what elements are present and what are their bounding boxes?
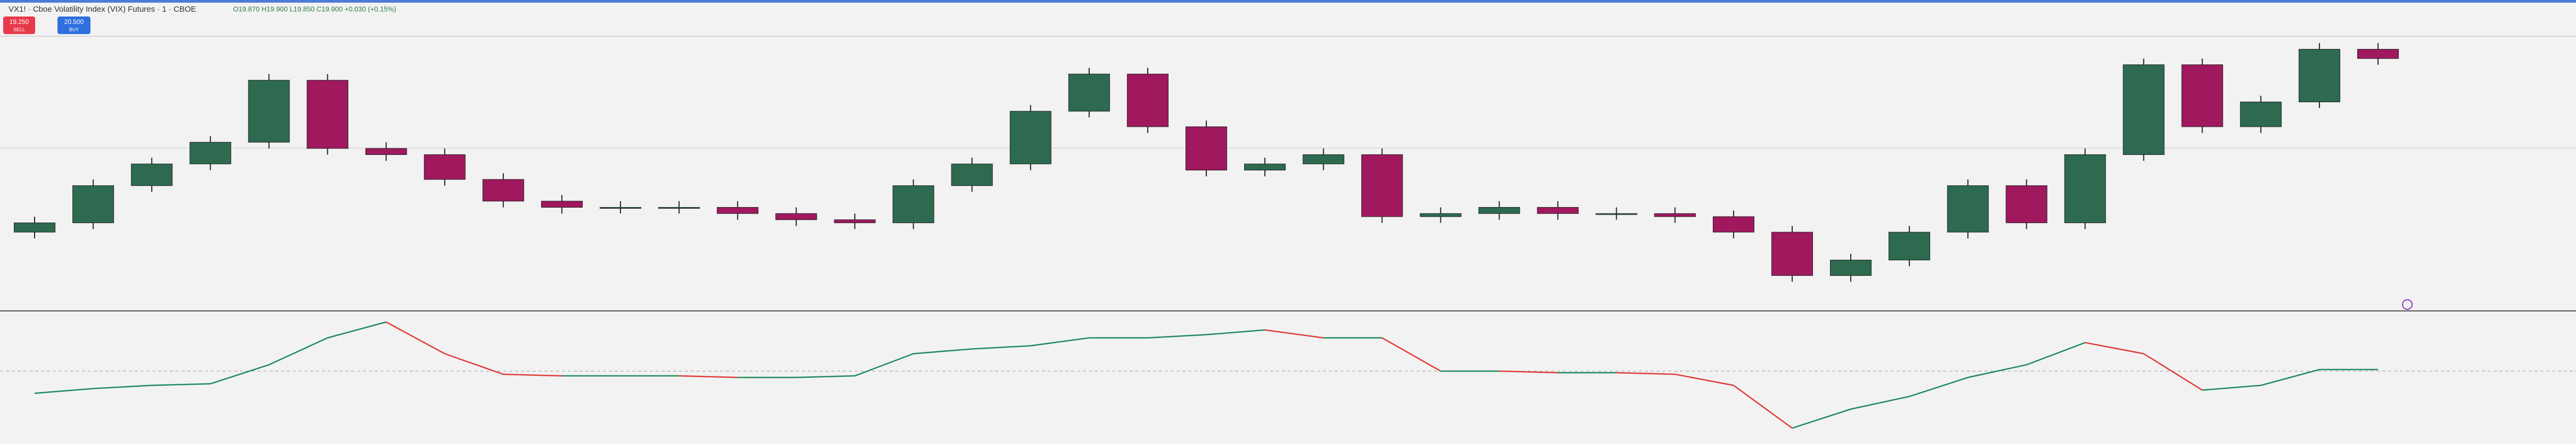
symbol-title: VX1! · Cboe Volatility Index (VIX) Futur…	[9, 5, 196, 14]
buy-label[interactable]: BUY	[69, 27, 79, 32]
indicator-segment	[2026, 342, 2085, 366]
sell-label[interactable]: SELL	[13, 27, 25, 32]
candle-body	[1771, 232, 1813, 276]
candle-body	[1595, 213, 1637, 215]
candle-body	[1068, 73, 1110, 112]
indicator-segment	[268, 337, 328, 366]
indicator-segment	[1675, 373, 1734, 387]
indicator-segment	[327, 321, 386, 339]
candle-body	[1830, 259, 1872, 276]
event-icon[interactable]	[2402, 299, 2413, 310]
ohlc-readout: O19.870 H19.900 L19.850 C19.900 +0.030 (…	[233, 5, 396, 13]
indicator-segment	[796, 375, 855, 379]
buy-button[interactable]: 20.500 BUY	[57, 17, 90, 34]
candle-body	[1478, 207, 1520, 214]
candle-body	[1888, 232, 1931, 260]
indicator-segment	[1850, 396, 1910, 410]
candle-body	[2064, 154, 2106, 224]
indicator-segment	[503, 373, 562, 377]
indicator-segment	[1499, 370, 1558, 374]
sell-bg[interactable]	[3, 17, 35, 34]
candle-body	[951, 163, 993, 186]
top-border	[0, 0, 2576, 3]
indicator-segment	[386, 321, 445, 355]
candle-body	[1127, 73, 1169, 127]
indicator-segment	[444, 353, 504, 375]
indicator-segment	[93, 384, 152, 390]
indicator-segment	[972, 345, 1031, 350]
indicator-segment	[1147, 334, 1207, 339]
indicator-segment	[1733, 384, 1793, 429]
indicator-segment	[34, 388, 94, 394]
candle-body	[14, 223, 56, 233]
indicator-segment	[2260, 368, 2320, 387]
candle-body	[2240, 101, 2282, 127]
candle-body	[1185, 126, 1228, 171]
candle-body	[1303, 154, 1345, 165]
candle-body	[1420, 213, 1462, 217]
candle-body	[1537, 207, 1579, 214]
candle-body	[658, 207, 700, 209]
candle-body	[1244, 163, 1286, 171]
candle-body	[131, 163, 173, 186]
indicator-segment	[1264, 329, 1324, 339]
candle-body	[2298, 48, 2340, 102]
indicator-segment	[679, 375, 738, 379]
candle-body	[482, 179, 524, 202]
indicator-segment	[1792, 408, 1851, 429]
indicator-segment	[1909, 376, 1968, 397]
sell-price[interactable]: 19.250	[10, 18, 29, 26]
candle-body	[2181, 64, 2223, 127]
candle-body	[2006, 185, 2048, 224]
candle-body	[365, 148, 407, 155]
indicator-segment	[913, 348, 972, 355]
indicator-segment	[210, 364, 269, 385]
indicator-segment	[1616, 372, 1675, 375]
candle-body	[775, 213, 817, 220]
candle-body	[1361, 154, 1403, 217]
candle-body	[1654, 213, 1696, 217]
candle-body	[834, 219, 876, 224]
candle-body	[424, 154, 466, 180]
candle-body	[1947, 185, 1989, 233]
buy-price[interactable]: 20.500	[64, 18, 84, 26]
candle-body	[189, 142, 231, 165]
indicator-segment	[1030, 337, 1089, 347]
candle-body	[2357, 48, 2399, 59]
indicator-segment	[2202, 384, 2261, 391]
candle-body	[248, 80, 290, 143]
candle-body	[892, 185, 934, 224]
buy-bg[interactable]	[57, 17, 90, 34]
indicator-segment	[2143, 353, 2203, 391]
sell-button[interactable]: 19.250 SELL	[3, 17, 35, 34]
candle-body	[541, 201, 583, 208]
indicator-segment	[1968, 364, 2027, 379]
candle-body	[1712, 216, 1754, 233]
candle-body	[2123, 64, 2165, 155]
indicator-segment	[152, 383, 211, 387]
indicator-segment	[2085, 342, 2144, 355]
candle-body	[72, 185, 114, 224]
indicator-segment	[854, 353, 914, 377]
indicator-segment	[1381, 337, 1442, 372]
indicator-segment	[1206, 329, 1265, 335]
candle-body	[307, 80, 349, 149]
candle-body	[1009, 111, 1051, 165]
candle-body	[599, 207, 642, 209]
candle-body	[717, 207, 759, 214]
